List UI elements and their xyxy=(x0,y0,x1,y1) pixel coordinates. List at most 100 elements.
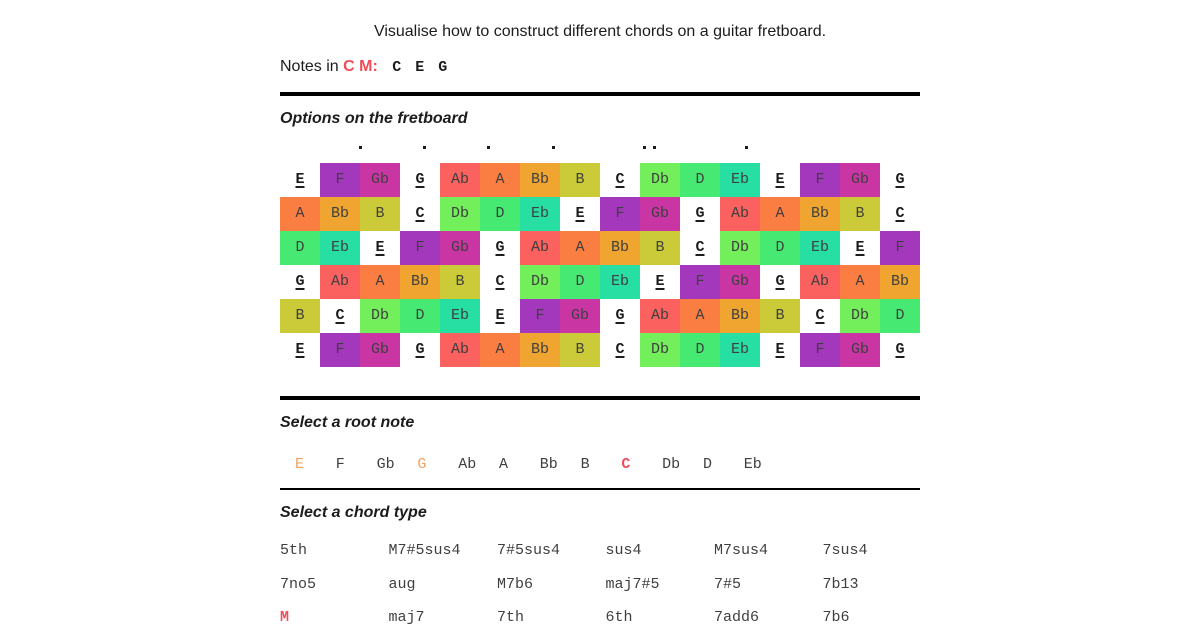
chord-type-7th[interactable]: 7th xyxy=(497,609,525,626)
fret-cell-Db: Db xyxy=(840,299,880,333)
chord-type-5th[interactable]: 5th xyxy=(280,542,308,559)
fret-marker-dot xyxy=(552,146,555,149)
fret-cell-Eb: Eb xyxy=(520,197,560,231)
chord-type-7#5sus4[interactable]: 7#5sus4 xyxy=(497,542,561,559)
fret-cell-G: G xyxy=(400,333,440,367)
fret-cell-Ab: Ab xyxy=(440,333,480,367)
root-note-B[interactable]: B xyxy=(580,456,590,473)
section-divider xyxy=(280,396,920,400)
section-divider xyxy=(280,92,920,96)
fret-cell-Eb: Eb xyxy=(440,299,480,333)
root-note-D[interactable]: D xyxy=(702,456,712,473)
root-note-section-heading: Select a root note xyxy=(280,414,415,431)
chord-type-6th[interactable]: 6th xyxy=(605,609,633,626)
root-note-Gb[interactable]: Gb xyxy=(376,456,395,473)
root-note-A[interactable]: A xyxy=(498,456,508,473)
header-chord-note: G xyxy=(438,59,448,76)
chord-type-M[interactable]: M xyxy=(280,609,290,626)
chord-type-M7sus4[interactable]: M7sus4 xyxy=(714,542,769,559)
fret-cell-G: G xyxy=(880,333,920,367)
fret-cell-F: F xyxy=(320,163,360,197)
chord-type-section-heading: Select a chord type xyxy=(280,504,427,521)
root-note-Db[interactable]: Db xyxy=(662,456,681,473)
fret-cell-E: E xyxy=(760,163,800,197)
notes-in-label: Notes in xyxy=(280,58,339,75)
fret-cell-Db: Db xyxy=(440,197,480,231)
fret-cell-F: F xyxy=(520,299,560,333)
fret-marker-row xyxy=(280,144,920,150)
fret-cell-G: G xyxy=(880,163,920,197)
fret-string-row: A Bb B C Db D Eb E F Gb G Ab A Bb B C xyxy=(280,197,920,231)
fret-cell-E: E xyxy=(280,333,320,367)
fret-cell-Eb: Eb xyxy=(320,231,360,265)
chord-type-maj7#5[interactable]: maj7#5 xyxy=(605,575,660,593)
fret-cell-B: B xyxy=(560,163,600,197)
fret-cell-C: C xyxy=(680,231,720,265)
fret-cell-G: G xyxy=(480,231,520,265)
fret-cell-Ab: Ab xyxy=(520,231,560,265)
fretboard-section-heading: Options on the fretboard xyxy=(280,110,468,127)
root-note-Eb[interactable]: Eb xyxy=(743,456,762,473)
chord-type-sus4[interactable]: sus4 xyxy=(605,542,642,559)
fret-cell-Gb: Gb xyxy=(360,163,400,197)
fret-cell-Ab: Ab xyxy=(720,197,760,231)
fret-marker-dot xyxy=(653,146,656,149)
chord-type-7b6[interactable]: 7b6 xyxy=(822,609,850,626)
fret-cell-Gb: Gb xyxy=(720,265,760,299)
fret-cell-Bb: Bb xyxy=(400,265,440,299)
fret-cell-C: C xyxy=(320,299,360,333)
page: Visualise how to construct different cho… xyxy=(280,0,920,635)
fret-cell-D: D xyxy=(680,333,720,367)
root-note-F[interactable]: F xyxy=(335,456,345,473)
fret-cell-A: A xyxy=(680,299,720,333)
fret-cell-E: E xyxy=(560,197,600,231)
root-note-Ab[interactable]: Ab xyxy=(458,456,477,473)
fret-cell-C: C xyxy=(600,163,640,197)
chord-type-7b13[interactable]: 7b13 xyxy=(822,575,859,593)
fret-cell-B: B xyxy=(760,299,800,333)
fret-cell-C: C xyxy=(880,197,920,231)
root-note-C[interactable]: C xyxy=(621,456,631,473)
fret-cell-G: G xyxy=(400,163,440,197)
fret-cell-F: F xyxy=(880,231,920,265)
fret-cell-G: G xyxy=(680,197,720,231)
fret-marker-dot xyxy=(423,146,426,149)
chord-type-7sus4[interactable]: 7sus4 xyxy=(822,542,868,559)
chord-type-selector: 5th M7#5sus4 7#5sus4 sus4 M7sus4 7sus4 7no5 aug… xyxy=(280,534,920,635)
fret-cell-B: B xyxy=(360,197,400,231)
fret-cell-Eb: Eb xyxy=(720,333,760,367)
chord-name: C M: xyxy=(343,58,378,75)
fret-cell-Gb: Gb xyxy=(640,197,680,231)
fret-cell-Gb: Gb xyxy=(360,333,400,367)
fret-cell-E: E xyxy=(280,163,320,197)
fret-cell-A: A xyxy=(760,197,800,231)
fret-marker-dot xyxy=(487,146,490,149)
fret-cell-D: D xyxy=(480,197,520,231)
chord-type-aug[interactable]: aug xyxy=(388,575,416,593)
fret-cell-A: A xyxy=(280,197,320,231)
fret-cell-C: C xyxy=(480,265,520,299)
root-note-E[interactable]: E xyxy=(295,456,305,473)
fret-cell-Db: Db xyxy=(360,299,400,333)
chord-type-maj7[interactable]: maj7 xyxy=(388,609,425,626)
fret-cell-Bb: Bb xyxy=(520,333,560,367)
fret-cell-G: G xyxy=(760,265,800,299)
fret-cell-A: A xyxy=(360,265,400,299)
chord-name-separator: : xyxy=(372,58,378,75)
root-note-G[interactable]: G xyxy=(417,456,427,473)
page-title: Visualise how to construct different cho… xyxy=(373,23,827,40)
fret-cell-G: G xyxy=(280,265,320,299)
chord-type-7#5[interactable]: 7#5 xyxy=(714,575,742,593)
fret-string-row: B C Db D Eb E F Gb G Ab A Bb B C Db D xyxy=(280,299,920,333)
root-note-Bb[interactable]: Bb xyxy=(539,456,558,473)
fret-cell-D: D xyxy=(280,231,320,265)
fret-cell-Db: Db xyxy=(520,265,560,299)
chord-type-7add6[interactable]: 7add6 xyxy=(714,609,760,626)
fret-cell-E: E xyxy=(640,265,680,299)
fret-cell-Db: Db xyxy=(640,333,680,367)
chord-type-M7b6[interactable]: M7b6 xyxy=(497,575,534,593)
fretboard-grid: E F Gb G Ab A Bb B C Db D Eb E F Gb G A Bb B C Db D Eb E F Gb G Ab A… xyxy=(280,163,920,367)
chord-type-M7#5sus4[interactable]: M7#5sus4 xyxy=(388,542,461,559)
chord-type-7no5[interactable]: 7no5 xyxy=(280,575,317,593)
